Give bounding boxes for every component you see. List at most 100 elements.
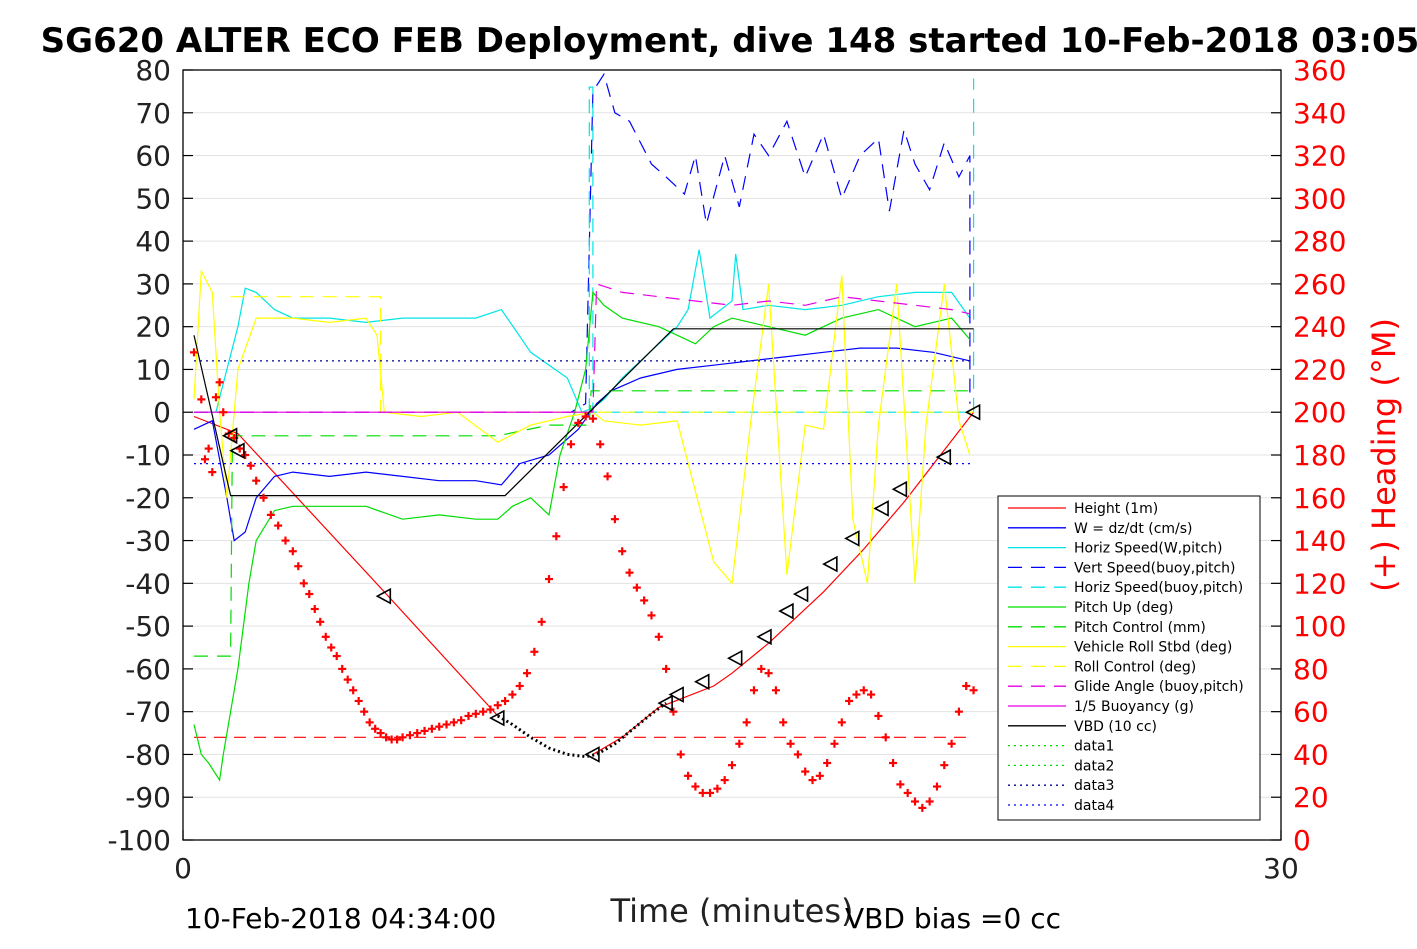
heading-point bbox=[903, 788, 912, 797]
series-pitch-control-mm bbox=[194, 390, 974, 657]
series-height-1m bbox=[592, 411, 975, 755]
legend-label: VBD (10 cc) bbox=[1074, 719, 1157, 735]
y-left-tick-label: -10 bbox=[125, 439, 171, 472]
legend-label: Glide Angle (buoy,pitch) bbox=[1074, 679, 1244, 695]
heading-point bbox=[588, 414, 597, 423]
heading-point bbox=[349, 686, 358, 695]
y-right-tick-label: 360 bbox=[1293, 54, 1346, 87]
heading-point bbox=[360, 707, 369, 716]
heading-point bbox=[815, 771, 824, 780]
heading-point bbox=[647, 611, 656, 620]
heading-point bbox=[200, 455, 209, 464]
heading-point bbox=[211, 393, 220, 402]
y-left-tick-label: -60 bbox=[125, 653, 171, 686]
heading-point bbox=[204, 444, 213, 453]
y-right-tick-label: 180 bbox=[1293, 439, 1346, 472]
legend-label: Horiz Speed(buoy,pitch) bbox=[1074, 580, 1243, 596]
heading-point bbox=[940, 761, 949, 770]
legend: Height (1m) W = dz/dt (cm/s) Horiz Speed(W… bbox=[997, 495, 1261, 821]
heading-point bbox=[654, 632, 663, 641]
legend-label: 1/5 Buoyancy (g) bbox=[1074, 699, 1194, 715]
heading-point bbox=[764, 669, 773, 678]
heading-point bbox=[632, 583, 641, 592]
heading-point bbox=[954, 707, 963, 716]
heading-point bbox=[515, 682, 524, 690]
triangle-marker bbox=[668, 686, 684, 703]
x-axis-label: Time (minutes) bbox=[610, 892, 854, 930]
heading-point bbox=[874, 711, 883, 720]
y-left-tick-label: -80 bbox=[125, 738, 171, 771]
heading-point bbox=[779, 718, 788, 727]
y-left-tick-label: -70 bbox=[125, 696, 171, 729]
y-left-tick-label: -50 bbox=[125, 610, 171, 643]
y-right-tick-label: 240 bbox=[1293, 311, 1346, 344]
legend-label: Horiz Speed(W,pitch) bbox=[1074, 541, 1222, 557]
heading-point bbox=[281, 536, 290, 545]
heading-point bbox=[405, 731, 414, 740]
series-vbd-10-cc bbox=[193, 328, 974, 497]
heading-point bbox=[610, 515, 619, 524]
y-right-tick-label: 320 bbox=[1293, 140, 1346, 173]
heading-point bbox=[321, 632, 330, 641]
x-tick-label: 30 bbox=[1263, 852, 1299, 885]
series-roll-control-deg bbox=[230, 296, 974, 413]
heading-point bbox=[219, 408, 228, 417]
triangle-marker bbox=[935, 448, 952, 466]
heading-point bbox=[530, 647, 539, 656]
x-tick-label: 0 bbox=[174, 852, 192, 885]
heading-point bbox=[259, 493, 268, 502]
heading-point bbox=[947, 739, 956, 748]
series-bottom-dotted bbox=[497, 701, 667, 759]
y-left-tick-label: 70 bbox=[135, 97, 171, 130]
heading-point bbox=[932, 782, 941, 791]
heading-point bbox=[581, 412, 590, 421]
y-right-tick-label: 60 bbox=[1293, 696, 1329, 729]
series-vert-speed-buoy-pitch bbox=[194, 72, 971, 413]
heading-point bbox=[537, 617, 546, 626]
heading-point bbox=[332, 652, 341, 661]
legend-label: data1 bbox=[1074, 739, 1114, 755]
heading-point bbox=[208, 468, 217, 477]
heading-point bbox=[691, 782, 700, 791]
heading-point bbox=[801, 767, 810, 776]
heading-point bbox=[310, 605, 319, 613]
heading-point bbox=[625, 568, 634, 577]
heading-point bbox=[603, 472, 612, 481]
heading-point bbox=[793, 750, 802, 759]
y-left-tick-label: -40 bbox=[125, 567, 171, 600]
heading-point bbox=[559, 483, 568, 492]
triangle-marker bbox=[584, 746, 600, 763]
y-right-tick-label: 280 bbox=[1293, 225, 1346, 258]
heading-point bbox=[669, 707, 678, 716]
heading-point bbox=[771, 686, 780, 695]
y-right-tick-label: 220 bbox=[1293, 353, 1346, 386]
legend-label: Roll Control (deg) bbox=[1074, 659, 1196, 675]
y-right-tick-label: 200 bbox=[1293, 396, 1346, 429]
series-height-1m bbox=[193, 415, 499, 717]
triangle-marker bbox=[726, 649, 743, 667]
heading-point bbox=[316, 617, 325, 626]
legend-label: data3 bbox=[1074, 778, 1114, 794]
y-right-tick-label: 20 bbox=[1293, 781, 1329, 814]
heading-point bbox=[365, 718, 374, 727]
triangle-marker bbox=[657, 694, 673, 712]
heading-point bbox=[859, 686, 868, 695]
axes-layer: 80706050403020100-10-20-30-40-50-60-70-8… bbox=[107, 54, 1346, 885]
heading-point bbox=[566, 440, 575, 449]
triangle-marker bbox=[221, 427, 238, 445]
heading-point bbox=[288, 547, 297, 556]
heading-point bbox=[545, 575, 553, 584]
triangle-marker bbox=[873, 500, 889, 517]
heading-point bbox=[596, 440, 605, 449]
plot-layer bbox=[189, 72, 981, 812]
heading-point bbox=[442, 720, 451, 729]
heading-point bbox=[640, 596, 649, 605]
heading-point bbox=[852, 690, 861, 699]
triangle-marker bbox=[964, 403, 981, 421]
heading-point bbox=[398, 733, 407, 742]
heading-point bbox=[413, 729, 422, 738]
heading-point bbox=[837, 718, 846, 727]
heading-point bbox=[786, 739, 795, 748]
y-left-tick-label: 10 bbox=[135, 353, 171, 386]
